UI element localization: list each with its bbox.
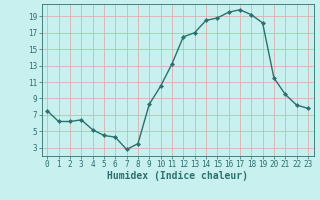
X-axis label: Humidex (Indice chaleur): Humidex (Indice chaleur) bbox=[107, 171, 248, 181]
